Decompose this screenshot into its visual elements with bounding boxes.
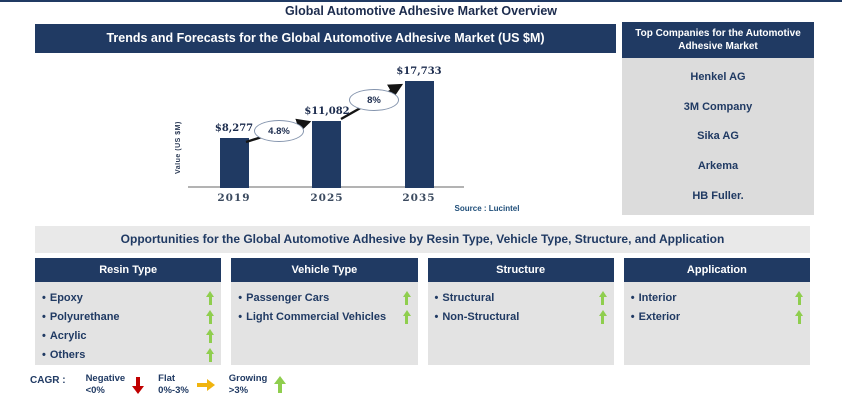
bullet-icon: • [434, 310, 439, 323]
up-arrow-icon [795, 309, 803, 324]
column-application: Application • Interior • Exterior [623, 258, 810, 365]
list-item: • Others [42, 345, 215, 364]
up-arrow-icon [274, 375, 287, 394]
bullet-icon: • [42, 348, 46, 361]
bar-value-label: $17,733 [396, 66, 442, 77]
bullet-icon: • [630, 310, 635, 323]
column-header: Application [623, 258, 810, 282]
trends-panel-title: Trends and Forecasts for the Global Auto… [35, 24, 616, 53]
up-arrow-icon [206, 309, 215, 324]
bullet-icon: • [42, 310, 46, 323]
list-item: • Polyurethane [42, 307, 215, 326]
company-item: Sika AG [697, 130, 739, 143]
column-vehicle-type: Vehicle Type • Passenger Cars • Light Co… [231, 258, 418, 365]
list-item: • Non-Structural [435, 307, 607, 326]
right-arrow-icon [196, 378, 215, 391]
cagr-annotation-label: 8% [367, 94, 381, 106]
page-title: Global Automotive Adhesive Market Overvi… [284, 4, 558, 18]
legend-entry-flat: Flat 0%-3% [158, 373, 215, 396]
up-arrow-icon [598, 290, 607, 305]
legend-entry-growing: Growing >3% [229, 373, 287, 396]
list-item: • Epoxy [42, 288, 215, 307]
opportunities-columns: Resin Type • Epoxy • Polyurethane • Acry… [35, 258, 810, 365]
cagr-legend-label: CAGR : [30, 375, 66, 386]
opportunities-banner: Opportunities for the Global Automotive … [35, 226, 810, 253]
column-header: Structure [427, 258, 614, 282]
trends-bar-chart: Value (US $M) $8,277 $11,082 $17,733 4.8… [175, 58, 475, 213]
top-companies-panel: Top Companies for the Automotive Adhesiv… [622, 22, 814, 215]
bullet-icon: • [630, 291, 635, 304]
bullet-icon: • [434, 291, 439, 304]
source-note: Source : Lucintel [454, 204, 520, 213]
company-item: Arkema [697, 160, 739, 173]
up-arrow-icon [206, 347, 215, 362]
column-header: Vehicle Type [231, 258, 418, 282]
column-resin-type: Resin Type • Epoxy • Polyurethane • Acry… [35, 258, 222, 365]
cagr-annotation-oval: 8% [349, 89, 399, 111]
company-item: Henkel AG [690, 70, 746, 83]
list-item: • Light Commercial Vehicles [238, 307, 411, 326]
up-arrow-icon [206, 290, 215, 305]
top-companies-list: Henkel AG 3M Company Sika AG Arkema HB F… [622, 58, 814, 215]
bar-value-label: $8,277 [214, 123, 254, 134]
up-arrow-icon [402, 309, 411, 324]
bar-2025 [312, 121, 341, 188]
up-arrow-icon [598, 309, 607, 324]
x-tick-label: 2025 [310, 192, 344, 204]
cagr-legend: CAGR : Negative <0% Flat 0%-3% Growing >… [30, 373, 300, 396]
bullet-icon: • [238, 291, 243, 304]
column-structure: Structure • Structural • Non-Structural [427, 258, 614, 365]
cagr-annotation-label: 4.8% [268, 125, 290, 137]
bullet-icon: • [238, 310, 243, 323]
list-item: • Acrylic [42, 326, 215, 345]
column-header: Resin Type [35, 258, 222, 282]
legend-entry-negative: Negative <0% [86, 373, 145, 396]
x-tick-label: 2019 [217, 192, 251, 204]
down-arrow-icon [132, 376, 145, 394]
company-item: 3M Company [683, 100, 753, 113]
list-item: • Interior [631, 288, 803, 307]
cagr-annotation-oval: 4.8% [254, 120, 304, 142]
bar-2019 [220, 138, 249, 188]
bullet-icon: • [42, 291, 46, 304]
list-item: • Passenger Cars [238, 288, 411, 307]
up-arrow-icon [206, 328, 215, 343]
company-item: HB Fuller. [692, 190, 744, 203]
bar-value-label: $11,082 [304, 106, 350, 117]
bar-2035 [405, 81, 434, 188]
x-tick-label: 2035 [402, 192, 436, 204]
up-arrow-icon [795, 290, 803, 305]
list-item: • Structural [435, 288, 607, 307]
y-axis-label: Value (US $M) [175, 121, 182, 174]
bullet-icon: • [42, 329, 46, 342]
list-item: • Exterior [631, 307, 803, 326]
top-border-line [0, 0, 842, 2]
up-arrow-icon [402, 290, 411, 305]
plot-area: $8,277 $11,082 $17,733 4.8% 8% 2019 2025… [188, 58, 466, 204]
top-companies-title: Top Companies for the Automotive Adhesiv… [622, 22, 814, 58]
